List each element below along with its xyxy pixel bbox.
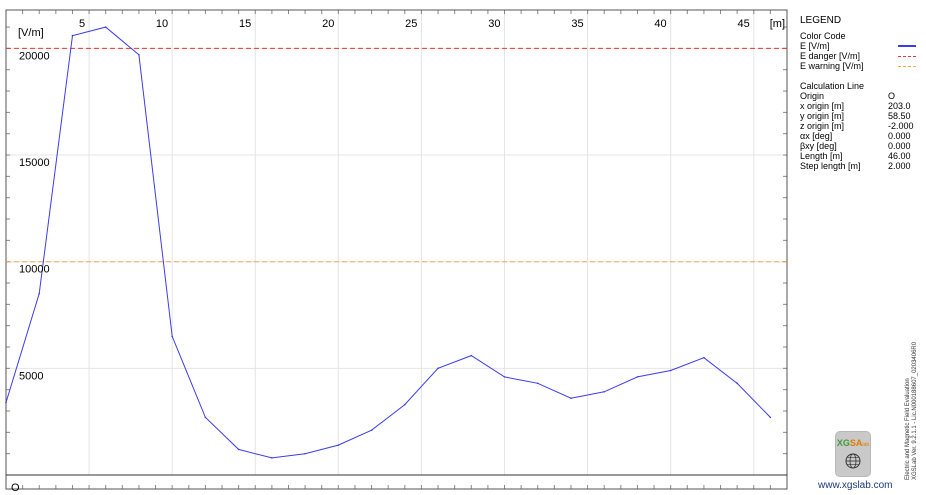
legend-swatch	[898, 65, 916, 67]
legend-panel: LEGEND Color Code E [V/m] E danger [V/m] E…	[800, 16, 918, 171]
reference-lines	[6, 47, 787, 263]
y-tick-label: 5000	[19, 370, 43, 382]
calc-item-value: O	[888, 91, 896, 101]
calc-item: Step length [m] 2.000	[800, 161, 918, 171]
color-code-title: Color Code	[800, 31, 846, 41]
xgslab-logo: XGSAlab	[836, 432, 870, 476]
data-point	[304, 452, 306, 455]
data-point	[703, 356, 705, 359]
data-point	[769, 416, 772, 419]
data-point	[204, 416, 207, 419]
calc-item-value: 46.00	[888, 151, 911, 161]
calc-item-value: 203.0	[888, 101, 911, 111]
legend-swatch	[898, 45, 916, 47]
x-tick-label: 15	[239, 18, 251, 30]
x-tick-label: 35	[571, 18, 583, 30]
legend-item-label: E warning [V/m]	[800, 61, 864, 71]
data-point	[636, 376, 639, 378]
x-tick-label: 45	[738, 18, 750, 30]
x-unit-label: [m]	[770, 18, 785, 30]
data-point	[669, 369, 672, 372]
legend-swatch	[898, 55, 916, 57]
x-tick-label: 30	[488, 18, 500, 30]
calc-item: y origin [m] 58.50	[800, 111, 918, 121]
calc-item-value: 2.000	[888, 161, 911, 171]
legend-item: E danger [V/m]	[800, 51, 918, 61]
logo-wordmark: XGSAlab	[836, 438, 870, 448]
calc-item: x origin [m] 203.0	[800, 101, 918, 111]
x-tick-label: 40	[654, 18, 666, 30]
calc-item: z origin [m] -2.000	[800, 121, 918, 131]
x-tick-label: 10	[156, 18, 168, 30]
calc-item-label: y origin [m]	[800, 111, 845, 121]
data-point	[536, 382, 539, 385]
calc-item-value: 58.50	[888, 111, 911, 121]
data-point	[237, 448, 240, 451]
data-point	[171, 335, 173, 338]
data-point	[104, 26, 107, 28]
calc-item-label: Length [m]	[800, 151, 843, 161]
calc-item-label: Origin	[800, 91, 825, 101]
data-point	[503, 376, 506, 378]
series-group	[5, 26, 772, 459]
legend-title: LEGEND	[800, 15, 842, 26]
legend-item-label: E danger [V/m]	[800, 51, 861, 61]
legend-item-label: E [V/m]	[800, 41, 830, 51]
series-line	[5, 26, 771, 459]
grid-lines	[6, 10, 787, 475]
data-point	[370, 429, 373, 432]
calculation-line-title: Calculation Line	[800, 81, 865, 91]
calc-item-value: 0.000	[888, 131, 911, 141]
version-line-1: Electric and Magnetic Field Evaluation	[905, 378, 911, 480]
data-point	[736, 382, 738, 385]
calc-item-label: z origin [m]	[800, 121, 845, 131]
x-tick-label: 25	[405, 18, 417, 30]
data-point	[5, 401, 7, 404]
calc-item-value: 0.000	[888, 141, 911, 151]
calc-item: Origin O	[800, 91, 918, 101]
y-tick-label: 15000	[19, 157, 50, 169]
calc-item: Length [m] 46.00	[800, 151, 918, 161]
plot-frame	[5, 9, 788, 490]
version-info: Electric and Magnetic Field Evaluation X…	[905, 330, 919, 480]
data-point	[470, 354, 473, 357]
data-point	[404, 403, 406, 406]
data-point	[603, 391, 606, 393]
tick-labels: 5 10 15 20 25 30 35 40 45 5000 10000 15000 20000 [V/m…	[11, 18, 785, 494]
version-line-2: XGSLab Ver. 9.2.1.1 - Lic.N000188607_020…	[912, 341, 918, 480]
data-point	[437, 367, 439, 370]
legend-item: E [V/m]	[800, 41, 918, 51]
data-point	[38, 292, 41, 295]
y-tick-label: 10000	[19, 264, 50, 276]
calc-item-label: Step length [m]	[800, 161, 861, 171]
calc-item-label: αx [deg]	[800, 131, 833, 141]
data-point	[337, 444, 340, 446]
x-tick-label: 5	[79, 18, 85, 30]
origin-label: O	[11, 482, 20, 494]
legend-item: E warning [V/m]	[800, 61, 918, 71]
calc-item-label: x origin [m]	[800, 101, 845, 111]
chart-plot: 5 10 15 20 25 30 35 40 45 5000 10000 15000 20000 [V/m…	[5, 9, 788, 494]
axes	[5, 9, 788, 490]
calc-item-label: βxy [deg]	[800, 141, 837, 151]
data-point	[570, 397, 572, 400]
data-point	[71, 34, 74, 37]
x-tick-label: 20	[322, 18, 334, 30]
data-point	[271, 457, 273, 459]
y-tick-label: 20000	[19, 50, 50, 62]
calc-item-value: -2.000	[888, 121, 914, 131]
y-unit-label: [V/m]	[18, 27, 44, 39]
color-code-list: E [V/m] E danger [V/m] E warning [V/m]	[800, 41, 918, 71]
calc-item: βxy [deg] 0.000	[800, 141, 918, 151]
website-link[interactable]: www.xgslab.com	[818, 480, 893, 491]
data-point	[138, 53, 140, 56]
globe-icon	[845, 453, 861, 469]
calc-item: αx [deg] 0.000	[800, 131, 918, 141]
